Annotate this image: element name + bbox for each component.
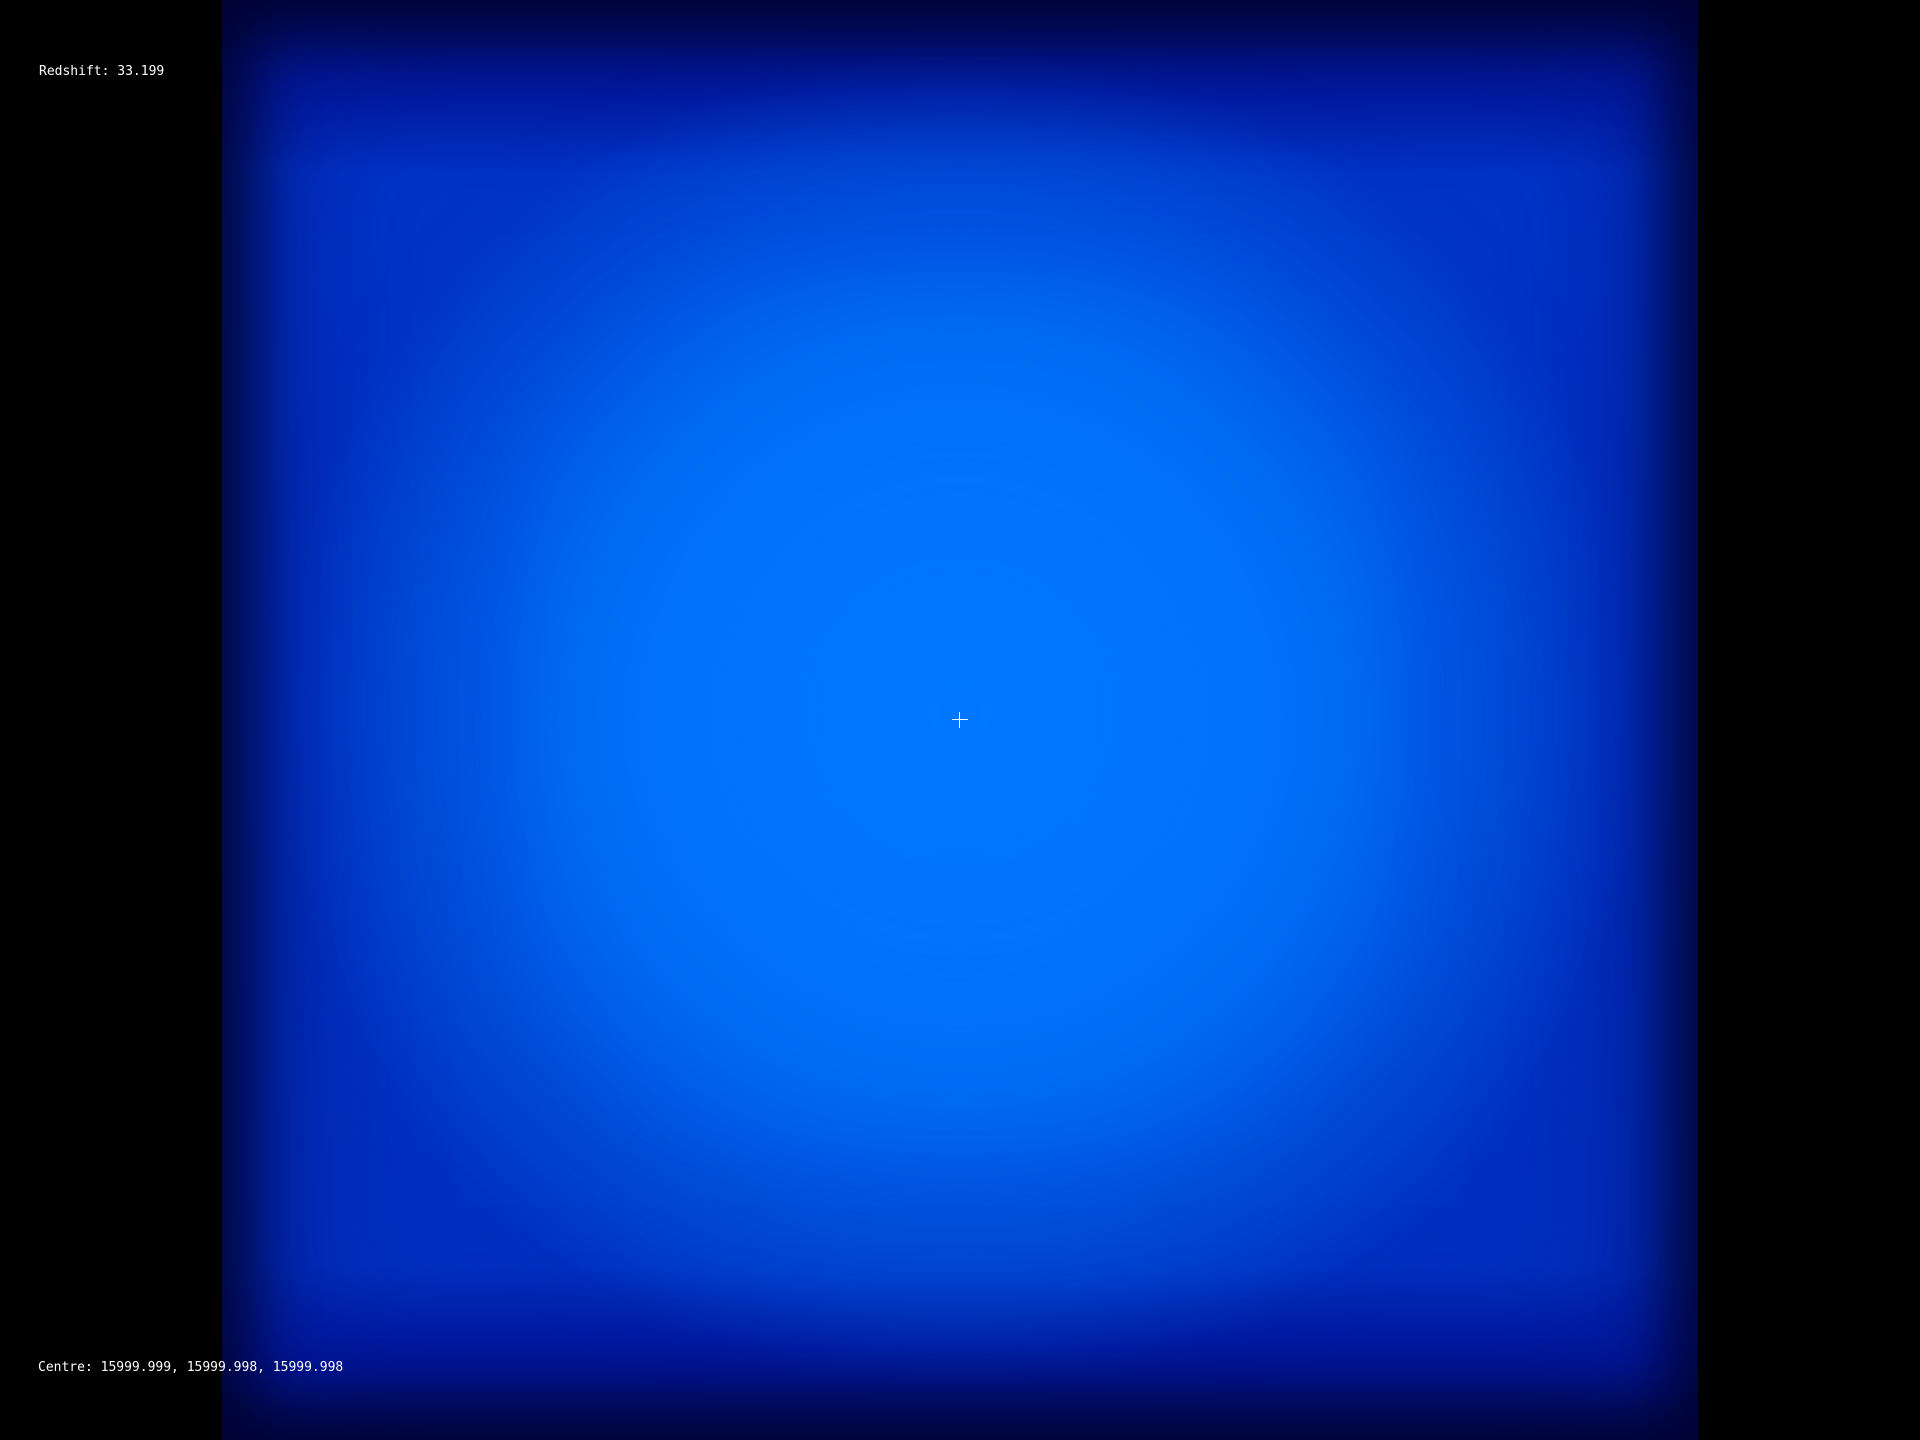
crosshair-horizontal bbox=[952, 719, 968, 720]
crosshair-icon bbox=[952, 712, 968, 728]
redshift-readout: Redshift: 33.199 bbox=[39, 64, 165, 79]
crosshair-vertical bbox=[959, 712, 960, 728]
centre-readout: Centre: 15999.999, 15999.998, 15999.998 bbox=[38, 1360, 344, 1375]
density-core-glow bbox=[520, 270, 1400, 1150]
